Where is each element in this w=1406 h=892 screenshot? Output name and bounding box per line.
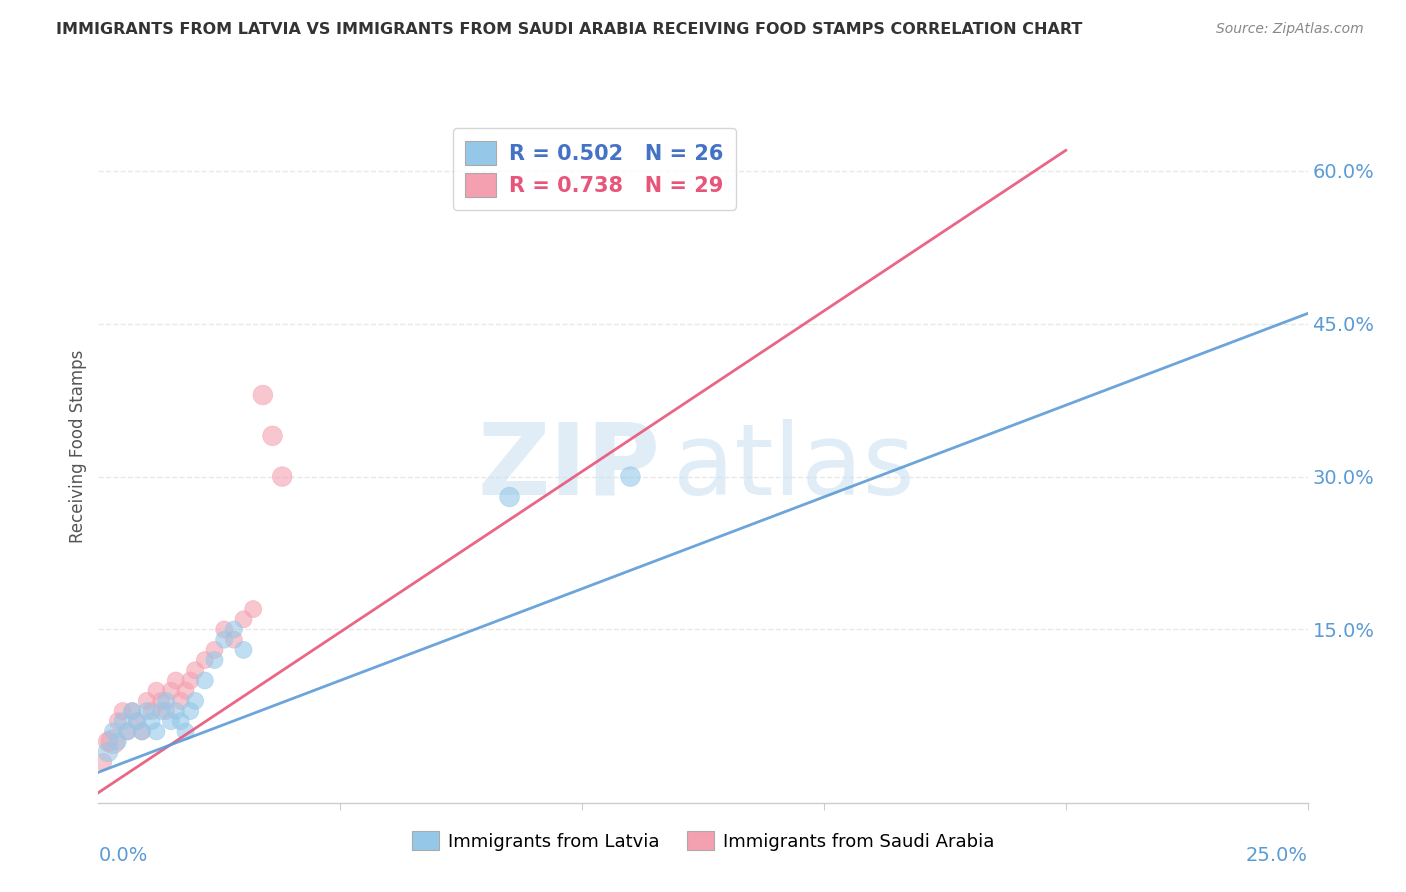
Point <box>135 704 157 718</box>
Point <box>101 734 124 748</box>
Point <box>271 469 294 483</box>
Point <box>252 388 274 402</box>
Point <box>204 643 226 657</box>
Point <box>121 704 143 718</box>
Point <box>97 734 120 748</box>
Point <box>262 429 284 443</box>
Point <box>179 673 201 688</box>
Point <box>131 724 153 739</box>
Point <box>498 490 520 504</box>
Point <box>111 714 134 729</box>
Point <box>619 469 641 483</box>
Point <box>117 724 139 739</box>
Point <box>135 694 157 708</box>
Point <box>169 694 191 708</box>
Point <box>232 612 254 626</box>
Text: Source: ZipAtlas.com: Source: ZipAtlas.com <box>1216 22 1364 37</box>
Point <box>204 653 226 667</box>
Point <box>150 694 173 708</box>
Point <box>97 745 120 759</box>
Legend: Immigrants from Latvia, Immigrants from Saudi Arabia: Immigrants from Latvia, Immigrants from … <box>405 824 1001 858</box>
Point <box>174 724 197 739</box>
Point <box>155 704 177 718</box>
Point <box>145 724 167 739</box>
Point <box>194 673 217 688</box>
Point <box>165 673 187 688</box>
Point <box>222 632 245 647</box>
Point <box>222 623 245 637</box>
Point <box>184 663 207 677</box>
Point <box>101 724 124 739</box>
Y-axis label: Receiving Food Stamps: Receiving Food Stamps <box>69 350 87 542</box>
Text: ZIP: ZIP <box>478 419 661 516</box>
Point <box>107 714 129 729</box>
Point <box>169 714 191 729</box>
Text: 0.0%: 0.0% <box>98 846 148 864</box>
Point <box>179 704 201 718</box>
Point <box>150 704 173 718</box>
Point <box>107 734 129 748</box>
Point <box>232 643 254 657</box>
Point <box>174 683 197 698</box>
Text: 25.0%: 25.0% <box>1246 846 1308 864</box>
Point <box>160 683 183 698</box>
Text: atlas: atlas <box>672 419 914 516</box>
Point <box>184 694 207 708</box>
Point <box>145 683 167 698</box>
Point <box>141 714 163 729</box>
Point <box>91 755 114 769</box>
Point <box>131 724 153 739</box>
Point <box>242 602 264 616</box>
Point <box>117 724 139 739</box>
Point <box>212 623 235 637</box>
Point <box>127 714 149 729</box>
Point <box>160 714 183 729</box>
Point <box>212 632 235 647</box>
Point <box>165 704 187 718</box>
Point <box>194 653 217 667</box>
Point <box>121 704 143 718</box>
Point <box>111 704 134 718</box>
Point <box>155 694 177 708</box>
Text: IMMIGRANTS FROM LATVIA VS IMMIGRANTS FROM SAUDI ARABIA RECEIVING FOOD STAMPS COR: IMMIGRANTS FROM LATVIA VS IMMIGRANTS FRO… <box>56 22 1083 37</box>
Point <box>127 714 149 729</box>
Point <box>141 704 163 718</box>
